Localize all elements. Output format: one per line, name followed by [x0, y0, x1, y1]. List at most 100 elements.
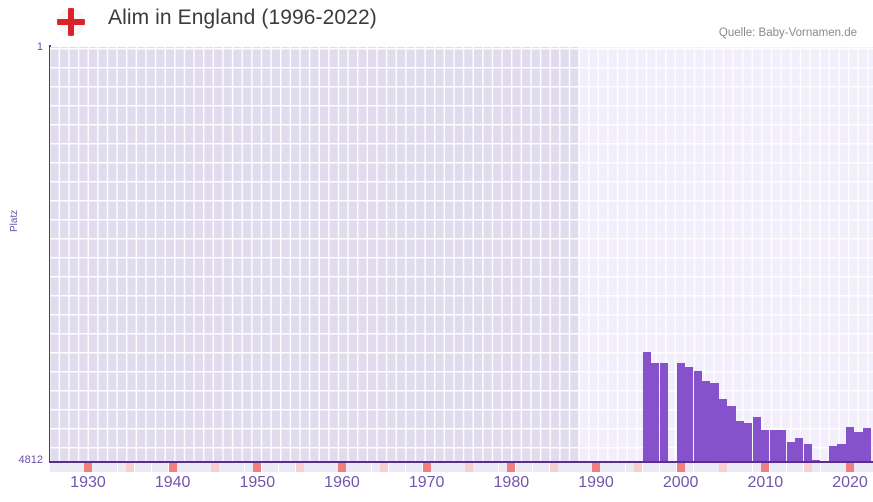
x-tick-1965: [380, 463, 389, 472]
x-tick-1977: [481, 463, 490, 472]
x-tick-1983: [532, 463, 541, 472]
x-tick-1938: [151, 463, 160, 472]
x-tick-1997: [651, 463, 660, 472]
x-tick-1931: [92, 463, 101, 472]
x-tick-2012: [778, 463, 787, 472]
x-tick-1972: [439, 463, 448, 472]
x-axis-label-2020: 2020: [832, 474, 868, 491]
x-tick-1954: [287, 463, 296, 472]
bar-2014[interactable]: [795, 437, 804, 462]
x-tick-2015: [803, 463, 812, 472]
x-tick-1981: [515, 463, 524, 472]
x-tick-2003: [701, 463, 711, 472]
x-axis-label-1960: 1960: [324, 474, 360, 491]
x-tick-1980: [507, 463, 516, 472]
x-tick-1944: [202, 463, 211, 472]
plot-area: [50, 47, 873, 462]
england-flag-icon: [57, 8, 85, 36]
x-tick-1941: [177, 463, 186, 472]
x-tick-1933: [109, 463, 118, 472]
x-tick-1952: [270, 463, 279, 472]
x-tick-2019: [837, 463, 846, 472]
bar-2004[interactable]: [710, 382, 719, 462]
x-tick-1964: [371, 463, 380, 472]
x-tick-1993: [617, 463, 626, 472]
x-tick-1974: [456, 463, 465, 472]
x-tick-1984: [541, 463, 550, 472]
x-tick-1958: [320, 463, 330, 472]
page-title: Alim in England (1996-2022): [108, 6, 377, 29]
x-tick-2018: [828, 463, 838, 472]
y-axis-title: Platz: [9, 209, 20, 232]
bar-2008[interactable]: [744, 422, 753, 462]
x-tick-1975: [464, 463, 474, 472]
bar-2000[interactable]: [676, 362, 685, 462]
x-tick-1968: [405, 463, 414, 472]
bar-2007[interactable]: [735, 420, 745, 462]
x-tick-2005: [718, 463, 728, 472]
bar-2020[interactable]: [845, 426, 855, 462]
x-tick-2014: [795, 463, 804, 472]
x-tick-1959: [329, 463, 338, 472]
bar-2021[interactable]: [854, 431, 863, 462]
x-tick-1987: [566, 463, 575, 472]
x-tick-1970: [422, 463, 431, 472]
x-tick-1998: [659, 463, 668, 472]
bar-2012[interactable]: [778, 429, 787, 462]
x-tick-1937: [143, 463, 152, 472]
bar-2009[interactable]: [752, 416, 761, 462]
x-tick-1963: [363, 463, 372, 472]
x-tick-1969: [414, 463, 423, 472]
x-tick-1982: [524, 463, 533, 472]
x-tick-1940: [168, 463, 177, 472]
bar-2015[interactable]: [803, 443, 812, 462]
x-axis-label-2010: 2010: [747, 474, 784, 491]
bar-1998[interactable]: [659, 362, 668, 462]
x-tick-2007: [735, 463, 745, 472]
x-axis-labels: 1930 1940 1950 1960 1970 1980 1990 2000 2010 2020: [0, 474, 873, 498]
x-tick-1945: [210, 463, 220, 472]
x-axis-label-1950: 1950: [239, 474, 276, 491]
x-tick-2017: [820, 463, 829, 472]
bar-1996[interactable]: [642, 352, 651, 462]
bar-2005[interactable]: [718, 398, 728, 462]
x-tick-1953: [278, 463, 287, 472]
bar-2018[interactable]: [828, 445, 838, 462]
flag-cross-horizontal: [57, 19, 85, 25]
bar-2001[interactable]: [685, 366, 694, 462]
x-tick-1928: [66, 463, 76, 472]
bar-2002[interactable]: [693, 370, 702, 462]
x-axis-label-1940: 1940: [154, 474, 191, 491]
bar-2013[interactable]: [786, 441, 795, 462]
plot-gridlines: [50, 47, 873, 462]
x-tick-2020: [845, 463, 855, 472]
x-tick-1956: [304, 463, 313, 472]
x-axis-line: [50, 461, 873, 463]
x-tick-2009: [752, 463, 761, 472]
x-tick-1930: [83, 463, 93, 472]
bar-2022[interactable]: [862, 427, 872, 462]
bar-1997[interactable]: [651, 362, 660, 462]
x-tick-1978: [490, 463, 499, 472]
bar-2006[interactable]: [727, 405, 736, 462]
x-tick-1948: [236, 463, 245, 472]
x-tick-2000: [676, 463, 685, 472]
x-tick-2022: [862, 463, 872, 472]
x-tick-1986: [558, 463, 567, 472]
x-axis-tick-marks: [50, 463, 873, 472]
x-tick-1973: [447, 463, 457, 472]
x-tick-1947: [227, 463, 236, 472]
x-tick-1971: [431, 463, 440, 472]
y-axis-tick-top: 1: [36, 41, 43, 53]
bar-2010[interactable]: [761, 429, 770, 462]
bar-2011[interactable]: [769, 429, 778, 462]
x-tick-1976: [473, 463, 482, 472]
x-tick-1979: [498, 463, 507, 472]
bar-2003[interactable]: [701, 380, 711, 462]
x-tick-1985: [549, 463, 558, 472]
y-axis-tick-bottom: 4812: [18, 454, 43, 466]
x-axis-label-1980: 1980: [493, 474, 530, 491]
bar-2019[interactable]: [837, 443, 846, 462]
x-tick-1946: [219, 463, 228, 472]
x-tick-1994: [625, 463, 634, 472]
